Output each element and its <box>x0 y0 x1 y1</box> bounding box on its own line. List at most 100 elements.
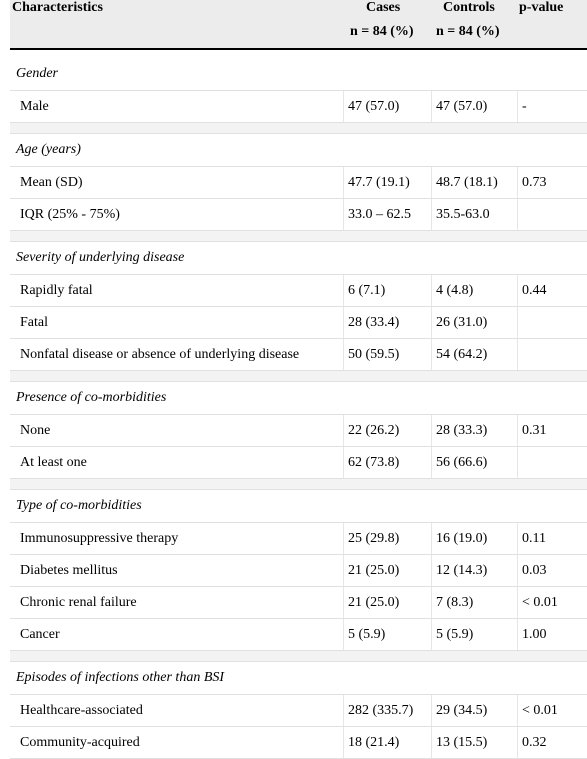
header-controls-n: n = 84 (%) <box>436 24 500 39</box>
controls-cell: 26 (31.0) <box>436 315 488 330</box>
section-title: Severity of underlying disease <box>10 242 587 275</box>
column-divider <box>517 727 518 758</box>
column-divider <box>431 415 432 446</box>
pvalue-cell: 0.44 <box>522 283 547 298</box>
column-divider <box>431 619 432 650</box>
controls-cell: 47 (57.0) <box>436 99 488 114</box>
column-divider <box>343 199 344 230</box>
row-label: At least one <box>20 455 87 470</box>
row-label: Mean (SD) <box>20 175 83 190</box>
header-pvalue: p-value <box>519 0 564 15</box>
table-row: Mean (SD) 47.7 (19.1) 48.7 (18.1) 0.73 <box>10 167 587 199</box>
controls-cell: 4 (4.8) <box>436 283 474 298</box>
table-row: Fatal 28 (33.4) 26 (31.0) <box>10 307 587 339</box>
pvalue-cell: 1.00 <box>522 627 547 642</box>
table-row: Community-acquired 18 (21.4) 13 (15.5) 0.32 <box>10 727 587 759</box>
column-divider <box>517 523 518 554</box>
column-divider <box>431 555 432 586</box>
table-row: None 22 (26.2) 28 (33.3) 0.31 <box>10 415 587 447</box>
column-divider <box>343 587 344 618</box>
section-spacer <box>10 651 587 662</box>
table-row: IQR (25% - 75%) 33.0 – 62.5 35.5-63.0 <box>10 199 587 231</box>
cases-cell: 28 (33.4) <box>348 315 400 330</box>
column-divider <box>517 307 518 338</box>
column-divider <box>517 695 518 726</box>
column-divider <box>343 415 344 446</box>
controls-cell: 12 (14.3) <box>436 563 488 578</box>
controls-cell: 16 (19.0) <box>436 531 488 546</box>
cases-cell: 25 (29.8) <box>348 531 400 546</box>
table-row: Nonfatal disease or absence of underlyin… <box>10 339 587 371</box>
column-divider <box>343 619 344 650</box>
row-label: None <box>20 423 51 438</box>
section-title: Gender <box>10 58 587 91</box>
section-spacer <box>10 50 587 58</box>
cases-cell: 282 (335.7) <box>348 703 414 718</box>
column-divider <box>517 555 518 586</box>
pvalue-cell: 0.11 <box>522 531 546 546</box>
cases-cell: 5 (5.9) <box>348 627 386 642</box>
column-divider <box>343 307 344 338</box>
cases-cell: 21 (25.0) <box>348 595 400 610</box>
column-divider <box>517 167 518 198</box>
section-title: Presence of co-morbidities <box>10 382 587 415</box>
column-divider <box>517 415 518 446</box>
characteristics-table: Characteristics Cases n = 84 (%) Control… <box>10 0 587 759</box>
column-divider <box>343 727 344 758</box>
column-divider <box>343 275 344 306</box>
column-divider <box>431 275 432 306</box>
column-divider <box>517 91 518 122</box>
column-divider <box>343 339 344 370</box>
controls-cell: 29 (34.5) <box>436 703 488 718</box>
controls-cell: 28 (33.3) <box>436 423 488 438</box>
column-divider <box>517 619 518 650</box>
pvalue-cell: < 0.01 <box>522 595 558 610</box>
section-title: Type of co-morbidities <box>10 490 587 523</box>
section-spacer <box>10 231 587 242</box>
header-controls: Controls <box>443 0 495 15</box>
section-spacer <box>10 479 587 490</box>
header-cases-n: n = 84 (%) <box>350 24 414 39</box>
table-row: At least one 62 (73.8) 56 (66.6) <box>10 447 587 479</box>
column-divider <box>431 199 432 230</box>
column-divider <box>431 587 432 618</box>
controls-cell: 56 (66.6) <box>436 455 488 470</box>
cases-cell: 6 (7.1) <box>348 283 386 298</box>
pvalue-cell: 0.31 <box>522 423 547 438</box>
column-divider <box>517 275 518 306</box>
cases-cell: 21 (25.0) <box>348 563 400 578</box>
controls-cell: 7 (8.3) <box>436 595 474 610</box>
pvalue-cell: 0.03 <box>522 563 547 578</box>
column-divider <box>431 91 432 122</box>
controls-cell: 5 (5.9) <box>436 627 474 642</box>
column-divider <box>431 307 432 338</box>
cases-cell: 50 (59.5) <box>348 347 400 362</box>
cases-cell: 47.7 (19.1) <box>348 175 410 190</box>
column-divider <box>343 555 344 586</box>
table-header: Characteristics Cases n = 84 (%) Control… <box>10 0 587 50</box>
controls-cell: 54 (64.2) <box>436 347 488 362</box>
column-divider <box>343 447 344 478</box>
table-row: Rapidly fatal 6 (7.1) 4 (4.8) 0.44 <box>10 275 587 307</box>
column-divider <box>431 447 432 478</box>
column-divider <box>517 447 518 478</box>
table-row: Male 47 (57.0) 47 (57.0) - <box>10 91 587 123</box>
column-divider <box>431 695 432 726</box>
controls-cell: 13 (15.5) <box>436 735 488 750</box>
row-label: Community-acquired <box>20 735 140 750</box>
column-divider <box>343 167 344 198</box>
table-row: Cancer 5 (5.9) 5 (5.9) 1.00 <box>10 619 587 651</box>
cases-cell: 62 (73.8) <box>348 455 400 470</box>
header-characteristics: Characteristics <box>12 0 103 15</box>
section-spacer <box>10 371 587 382</box>
table-row: Chronic renal failure 21 (25.0) 7 (8.3) < 0… <box>10 587 587 619</box>
column-divider <box>343 695 344 726</box>
table-row: Immunosuppressive therapy 25 (29.8) 16 (19… <box>10 523 587 555</box>
pvalue-cell: < 0.01 <box>522 703 558 718</box>
section-spacer <box>10 123 587 134</box>
row-label: Male <box>20 99 49 114</box>
column-divider <box>431 167 432 198</box>
row-label: Nonfatal disease or absence of underlyin… <box>20 347 300 362</box>
cases-cell: 47 (57.0) <box>348 99 400 114</box>
cases-cell: 33.0 – 62.5 <box>348 207 411 222</box>
